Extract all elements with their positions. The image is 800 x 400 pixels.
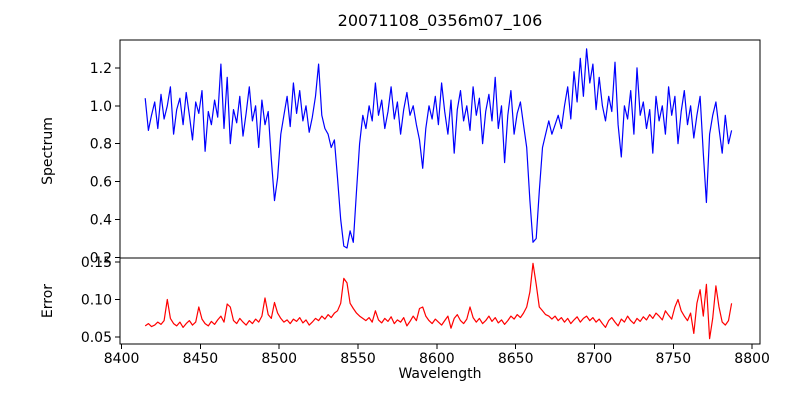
y-tick-label: 1.2 [90, 61, 112, 77]
wavelength-axis-label: Wavelength [398, 366, 482, 382]
y-tick-label: 0.10 [81, 292, 112, 308]
x-tick-label: 8550 [340, 351, 376, 367]
panel-border-0 [119, 39, 761, 259]
y-tick-label: 1.0 [90, 99, 112, 115]
x-tick-label: 8800 [734, 351, 770, 367]
y-tick-label: 0.05 [81, 330, 112, 346]
x-tick-label: 8600 [419, 351, 455, 367]
y-tick-label: 0.15 [81, 255, 112, 271]
y-tick-label: 0.6 [90, 175, 112, 191]
x-tick-label: 8750 [655, 351, 691, 367]
x-tick-label: 8650 [498, 351, 534, 367]
x-tick-label: 8450 [183, 351, 219, 367]
x-tick-label: 8400 [104, 351, 140, 367]
y-tick-label: 0.4 [90, 213, 112, 229]
y-tick-label: 0.2 [90, 250, 112, 266]
panel-border-1 [119, 257, 761, 345]
x-tick-label: 8700 [577, 351, 613, 367]
y-tick-label: 0.8 [90, 137, 112, 153]
spectrum-line [144, 48, 733, 249]
chart-title: 20071108_0356m07_106 [337, 11, 543, 30]
x-tick-label: 8500 [261, 351, 297, 367]
error-line [144, 262, 733, 340]
